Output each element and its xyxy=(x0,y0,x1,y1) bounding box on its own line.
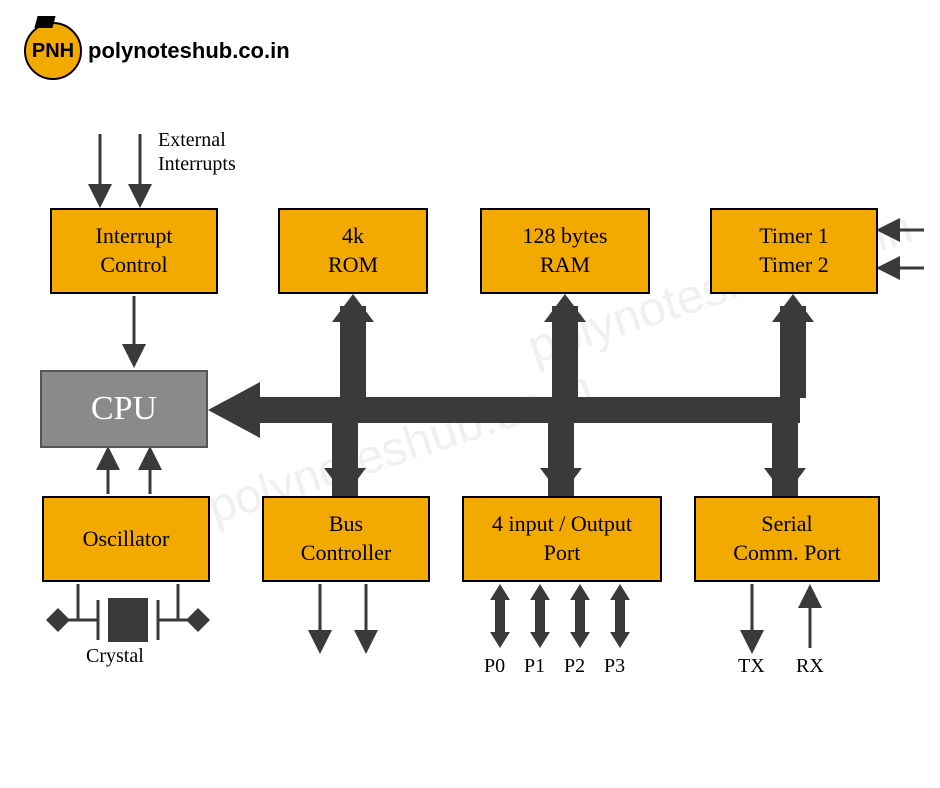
block-text: 4k xyxy=(342,222,364,251)
block-text: Comm. Port xyxy=(733,539,841,568)
block-text: Interrupt xyxy=(96,222,173,251)
block-text: Timer 1 xyxy=(759,222,828,251)
block-text: Oscillator xyxy=(83,525,170,554)
block-text: 128 bytes xyxy=(523,222,608,251)
label-crystal: Crystal xyxy=(86,644,144,668)
block-text: Serial xyxy=(761,510,812,539)
block-timer: Timer 1 Timer 2 xyxy=(710,208,878,294)
logo-site-text: polynoteshub.co.in xyxy=(88,38,290,64)
label-rx: RX xyxy=(796,654,824,678)
block-text: Control xyxy=(100,251,167,280)
label-tx: TX xyxy=(738,654,765,678)
block-text: Timer 2 xyxy=(759,251,828,280)
block-ram: 128 bytes RAM xyxy=(480,208,650,294)
block-oscillator: Oscillator xyxy=(42,496,210,582)
label-external-interrupts: External Interrupts xyxy=(158,128,236,176)
block-io-port: 4 input / Output Port xyxy=(462,496,662,582)
label-p2: P2 xyxy=(564,654,585,678)
label-p3: P3 xyxy=(604,654,625,678)
block-text: RAM xyxy=(540,251,590,280)
block-text: 4 input / Output xyxy=(492,510,632,539)
label-p1: P1 xyxy=(524,654,545,678)
block-text: Bus xyxy=(329,510,363,539)
block-serial-port: Serial Comm. Port xyxy=(694,496,880,582)
block-cpu: CPU xyxy=(40,370,208,448)
label-p0: P0 xyxy=(484,654,505,678)
block-text: ROM xyxy=(328,251,378,280)
block-text: CPU xyxy=(91,390,157,428)
block-text: Controller xyxy=(301,539,391,568)
block-bus-controller: Bus Controller xyxy=(262,496,430,582)
logo: PNH polynoteshub.co.in xyxy=(24,22,290,80)
logo-badge: PNH xyxy=(24,22,82,80)
block-rom: 4k ROM xyxy=(278,208,428,294)
block-interrupt-control: Interrupt Control xyxy=(50,208,218,294)
block-text: Port xyxy=(544,539,581,568)
